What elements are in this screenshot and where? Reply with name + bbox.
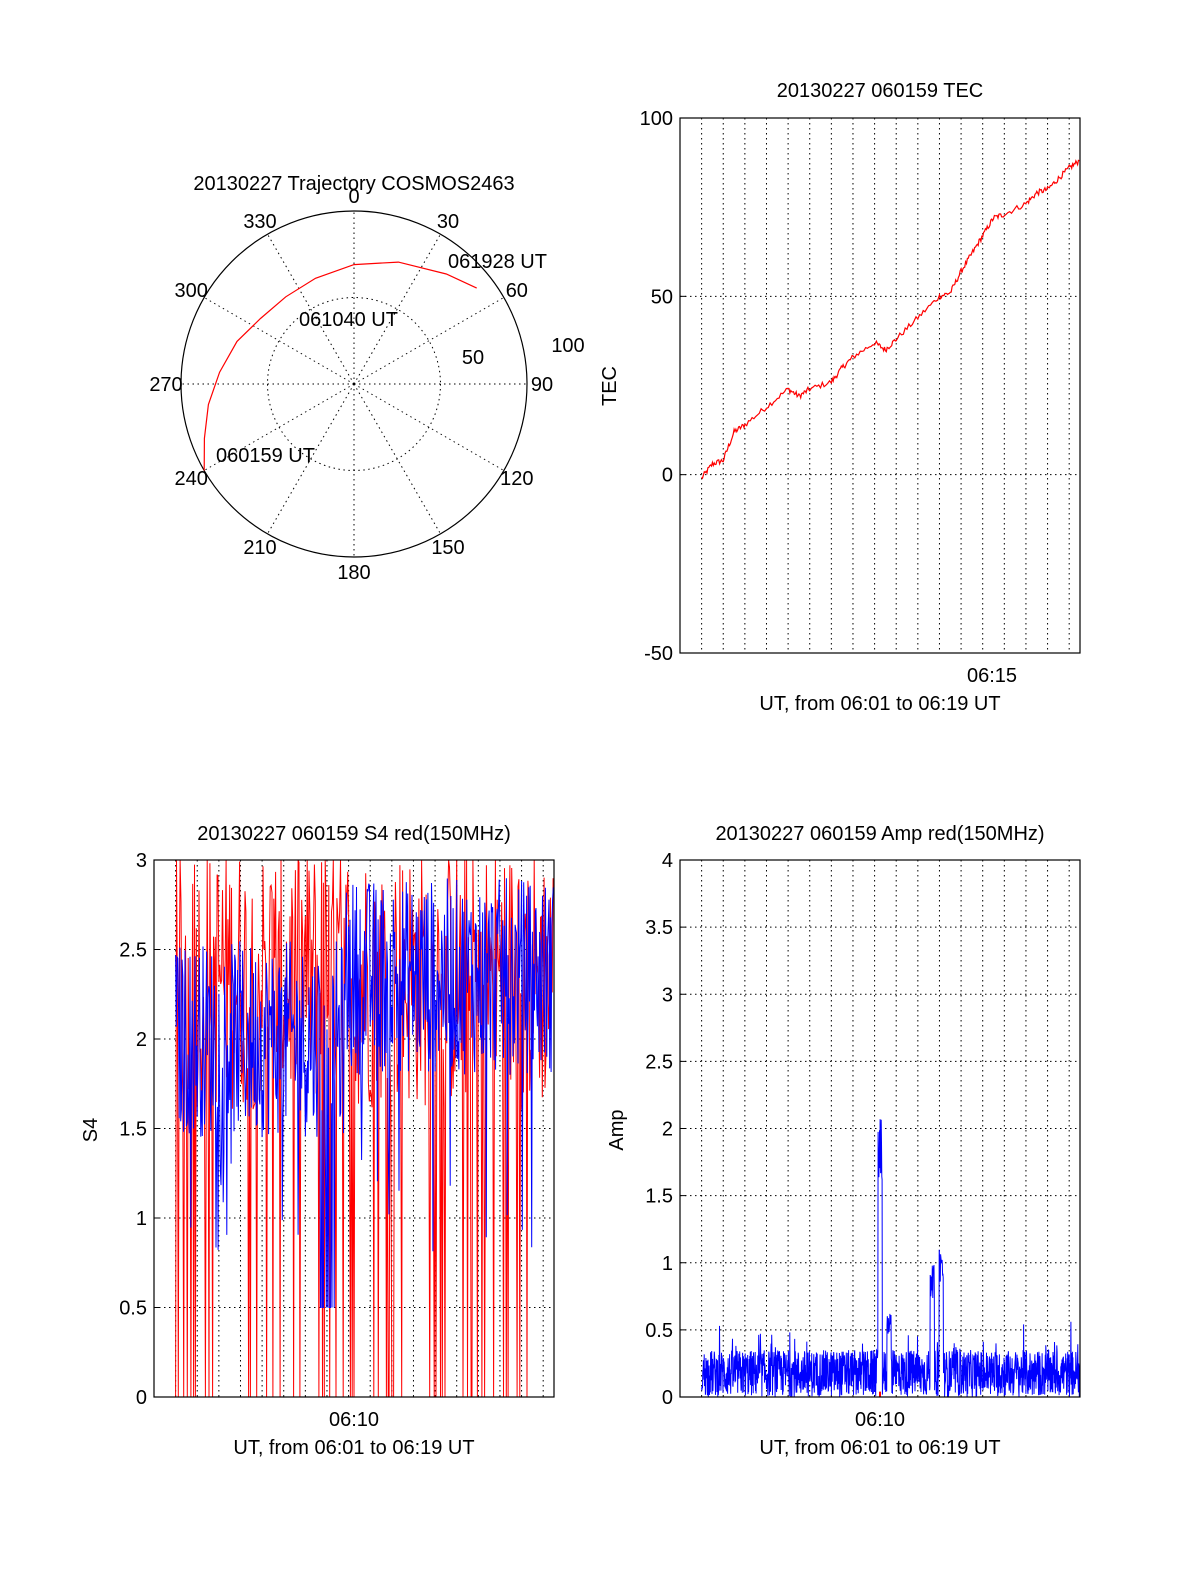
- amp-blue-series: [701, 1119, 1080, 1398]
- polar-radial-label-100: 100: [551, 335, 584, 357]
- polar-annotation-start: 060159 UT: [216, 445, 315, 467]
- polar-azimuth-label: 90: [531, 374, 553, 396]
- amp-x-axis-label: UT, from 06:01 to 06:19 UT: [759, 1437, 1000, 1459]
- y-tick-label: 50: [651, 286, 673, 308]
- y-tick-label: 2.5: [119, 940, 147, 962]
- s4-y-axis-label: S4: [80, 1118, 102, 1142]
- s4-red-line: [175, 859, 554, 1398]
- y-tick-label: 0.5: [645, 1320, 673, 1342]
- polar-azimuth-label: 60: [506, 280, 528, 302]
- tec-y-axis-label: TEC: [599, 366, 621, 406]
- y-tick-label: 4: [662, 850, 673, 872]
- s4-y-tick-labels: 0 0.5 1 1.5 2 2.5 3: [119, 850, 147, 1409]
- polar-azimuth-label: 270: [149, 374, 182, 396]
- amp-axes-frame: [679, 859, 1081, 1398]
- polar-azimuth-label: 210: [243, 537, 276, 559]
- y-tick-label: 0.5: [119, 1298, 147, 1320]
- polar-trajectory-plot: 20130227 Trajectory COSMOS2463 0 30 60 90 12…: [149, 173, 584, 584]
- y-tick-label: 0: [662, 1387, 673, 1409]
- s4-title: 20130227 060159 S4 red(150MHz): [197, 823, 511, 845]
- polar-azimuth-label: 30: [437, 211, 459, 233]
- y-tick-label: 1.5: [119, 1119, 147, 1141]
- polar-grid-spoke: [203, 383, 355, 471]
- polar-azimuth-label: 300: [174, 280, 207, 302]
- polar-azimuth-label: 120: [500, 468, 533, 490]
- amp-plot: 20130227 060159 Amp red(150MHz) 0 0.5 1 1.5…: [606, 823, 1081, 1459]
- s4-blue-line: [175, 878, 554, 1308]
- s4-plot: 20130227 060159 S4 red(150MHz) 0 0.5 1 1.5 2…: [80, 823, 555, 1459]
- tec-y-tick-labels: -50 0 50 100: [640, 108, 673, 665]
- amp-y-tick-labels: 0 0.5 1 1.5 2 2.5 3 3.5 4: [645, 850, 673, 1409]
- polar-grid-spoke: [267, 383, 355, 535]
- s4-axes-frame: [153, 859, 555, 1398]
- polar-azimuth-label: 0: [348, 186, 359, 208]
- polar-azimuth-label: 240: [174, 468, 207, 490]
- polar-title: 20130227 Trajectory COSMOS2463: [193, 173, 514, 195]
- tec-plot: 20130227 060159 TEC -50 0 50 100 06:15 UT, …: [599, 80, 1081, 715]
- amp-y-axis-label: Amp: [606, 1109, 628, 1150]
- polar-grid: [181, 211, 527, 557]
- y-tick-label: 3.5: [645, 917, 673, 939]
- y-tick-label: 2: [662, 1119, 673, 1141]
- y-tick-label: 3: [662, 984, 673, 1006]
- amp-title: 20130227 060159 Amp red(150MHz): [715, 823, 1044, 845]
- s4-red-series: [175, 859, 554, 1398]
- s4-x-tick-label: 06:10: [329, 1409, 379, 1431]
- polar-grid-spoke: [353, 233, 441, 385]
- y-tick-label: 1: [136, 1208, 147, 1230]
- polar-grid-spoke: [353, 383, 441, 535]
- polar-grid-spoke: [203, 297, 355, 385]
- polar-azimuth-label: 330: [243, 211, 276, 233]
- tec-grid: [679, 117, 1080, 654]
- polar-annotation-mid: 061040 UT: [299, 309, 398, 331]
- y-tick-label: -50: [644, 643, 673, 665]
- polar-grid-spoke: [267, 233, 355, 385]
- y-tick-label: 3: [136, 850, 147, 872]
- y-tick-label: 1: [662, 1253, 673, 1275]
- polar-grid-spoke: [353, 383, 505, 471]
- amp-blue-line: [701, 1119, 1080, 1398]
- tec-axes-frame: [679, 117, 1081, 654]
- tec-series-line: [701, 159, 1080, 480]
- y-tick-label: 2: [136, 1029, 147, 1051]
- polar-trajectory-line: [203, 261, 477, 471]
- polar-azimuth-labels: 0 30 60 90 120 150 180 210 240 270 300 330: [149, 186, 553, 584]
- polar-grid-spoke: [353, 297, 505, 385]
- y-tick-label: 1.5: [645, 1186, 673, 1208]
- polar-radial-label-50: 50: [462, 347, 484, 369]
- s4-x-axis-label: UT, from 06:01 to 06:19 UT: [233, 1437, 474, 1459]
- polar-azimuth-label: 150: [431, 537, 464, 559]
- tec-x-axis-label: UT, from 06:01 to 06:19 UT: [759, 693, 1000, 715]
- y-tick-label: 0: [662, 465, 673, 487]
- polar-outer-circle: [180, 210, 528, 558]
- tec-x-tick-label: 06:15: [967, 665, 1017, 687]
- polar-azimuth-label: 180: [337, 562, 370, 584]
- s4-blue-series: [175, 878, 554, 1308]
- polar-annotation-end: 061928 UT: [448, 251, 547, 273]
- y-tick-label: 2.5: [645, 1051, 673, 1073]
- y-tick-label: 100: [640, 108, 673, 130]
- y-tick-label: 0: [136, 1387, 147, 1409]
- amp-x-tick-label: 06:10: [855, 1409, 905, 1431]
- tec-title: 20130227 060159 TEC: [777, 80, 983, 102]
